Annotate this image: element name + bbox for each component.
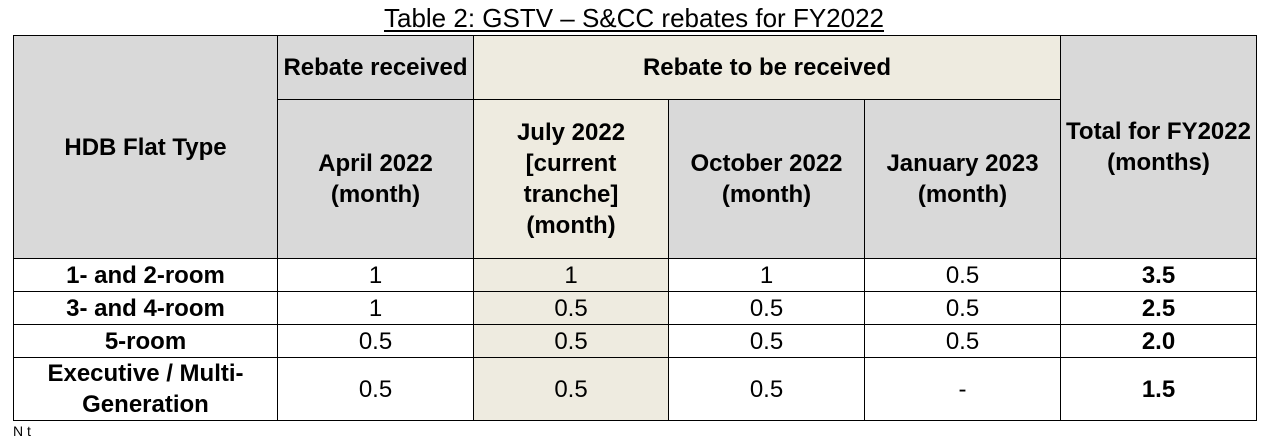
flat-type-cell: 1- and 2-room xyxy=(13,258,278,292)
july-cell: 1 xyxy=(473,258,669,292)
header-rebate-to-be-received: Rebate to be received xyxy=(473,35,1061,100)
header-flat-type: HDB Flat Type xyxy=(13,35,278,259)
july-cell: 0.5 xyxy=(473,291,669,325)
header-october: October 2022 (month) xyxy=(668,99,865,259)
total-cell: 2.0 xyxy=(1060,324,1257,358)
april-cell: 1 xyxy=(277,258,474,292)
january-cell: 0.5 xyxy=(864,258,1061,292)
flat-type-cell: Executive / Multi-Generation xyxy=(13,357,278,421)
april-cell: 0.5 xyxy=(277,324,474,358)
total-cell: 1.5 xyxy=(1060,357,1257,421)
october-cell: 0.5 xyxy=(668,324,865,358)
table-row: 3- and 4-room 1 0.5 0.5 0.5 2.5 xyxy=(13,291,1257,325)
total-cell: 2.5 xyxy=(1060,291,1257,325)
header-january: January 2023 (month) xyxy=(864,99,1061,259)
april-cell: 1 xyxy=(277,291,474,325)
table-title: Table 2: GSTV – S&CC rebates for FY2022 xyxy=(0,2,1268,34)
july-cell: 0.5 xyxy=(473,324,669,358)
january-cell: 0.5 xyxy=(864,324,1061,358)
rebates-table: HDB Flat Type Rebate received Rebate to … xyxy=(13,35,1257,421)
table-row: 5-room 0.5 0.5 0.5 0.5 2.0 xyxy=(13,324,1257,358)
october-cell: 0.5 xyxy=(668,357,865,421)
table-title-text: Table 2: GSTV – S&CC rebates for FY2022 xyxy=(383,3,885,33)
flat-type-cell: 3- and 4-room xyxy=(13,291,278,325)
header-total: Total for FY2022 (months) xyxy=(1060,35,1257,259)
april-cell: 0.5 xyxy=(277,357,474,421)
header-april: April 2022 (month) xyxy=(277,99,474,259)
total-cell: 3.5 xyxy=(1060,258,1257,292)
footnote-label: N t xyxy=(13,423,31,439)
october-cell: 0.5 xyxy=(668,291,865,325)
january-cell: 0.5 xyxy=(864,291,1061,325)
january-cell: - xyxy=(864,357,1061,421)
table-row: Executive / Multi-Generation 0.5 0.5 0.5… xyxy=(13,357,1257,421)
table-row: 1- and 2-room 1 1 1 0.5 3.5 xyxy=(13,258,1257,292)
header-july: July 2022 [current tranche] (month) xyxy=(473,99,669,259)
july-cell: 0.5 xyxy=(473,357,669,421)
flat-type-cell: 5-room xyxy=(13,324,278,358)
october-cell: 1 xyxy=(668,258,865,292)
header-rebate-received: Rebate received xyxy=(277,35,474,100)
